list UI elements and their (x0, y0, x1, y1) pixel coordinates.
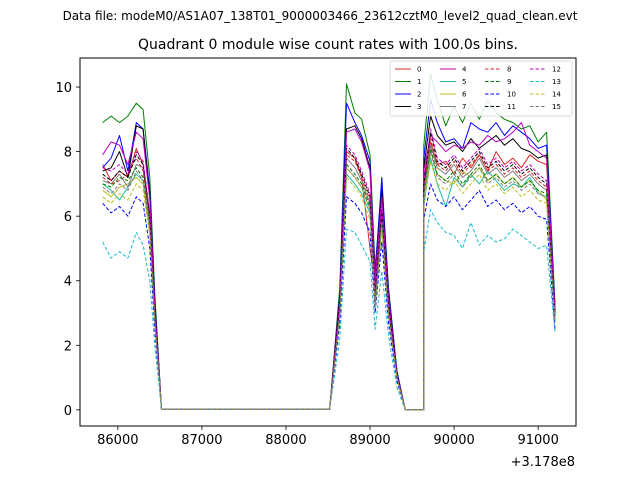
x-tick-label: 89000 (349, 433, 390, 448)
plot-frame (79, 57, 577, 427)
legend-label-2: 2 (417, 91, 421, 99)
legend-label-9: 9 (507, 78, 511, 86)
y-tick-label: 4 (64, 275, 72, 290)
legend-label-10: 10 (507, 91, 516, 99)
x-tick-label: 86000 (97, 433, 138, 448)
legend-label-7: 7 (462, 103, 466, 111)
x-tick-label: 91000 (517, 433, 558, 448)
legend-label-12: 12 (552, 66, 561, 74)
x-tick-label: 90000 (433, 433, 474, 448)
legend-label-8: 8 (507, 66, 511, 74)
suptitle: Data file: modeM0/AS1A07_138T01_90000034… (63, 9, 578, 23)
legend-label-6: 6 (462, 91, 467, 99)
x-tick-label: 87000 (181, 433, 222, 448)
y-tick-label: 8 (64, 146, 72, 161)
series-line-10 (102, 183, 556, 411)
y-tick-label: 0 (64, 404, 72, 419)
y-tick-label: 6 (64, 210, 72, 225)
y-tick-label: 2 (64, 339, 72, 354)
legend-label-11: 11 (507, 103, 516, 111)
legend-label-14: 14 (552, 91, 561, 99)
axis-layer: 86000 87000 88000 89000 90000 91000 0 2 4 6 8 10 (55, 81, 558, 448)
legend-label-3: 3 (417, 103, 421, 111)
x-offset-label: +3.178e8 (511, 455, 575, 470)
series-line-13 (102, 209, 556, 411)
series-layer (102, 73, 556, 411)
x-tick-label: 88000 (265, 433, 306, 448)
legend-label-1: 1 (417, 78, 421, 86)
legend-label-0: 0 (417, 66, 421, 74)
chart-title: Quadrant 0 module wise count rates with … (138, 37, 518, 53)
y-tick-label: 10 (55, 81, 72, 96)
legend-label-4: 4 (462, 66, 467, 74)
legend-label-5: 5 (462, 78, 466, 86)
series-line-15 (102, 151, 556, 411)
legend-label-13: 13 (552, 78, 561, 86)
legend-label-15: 15 (552, 103, 561, 111)
legend-frame (389, 60, 573, 117)
